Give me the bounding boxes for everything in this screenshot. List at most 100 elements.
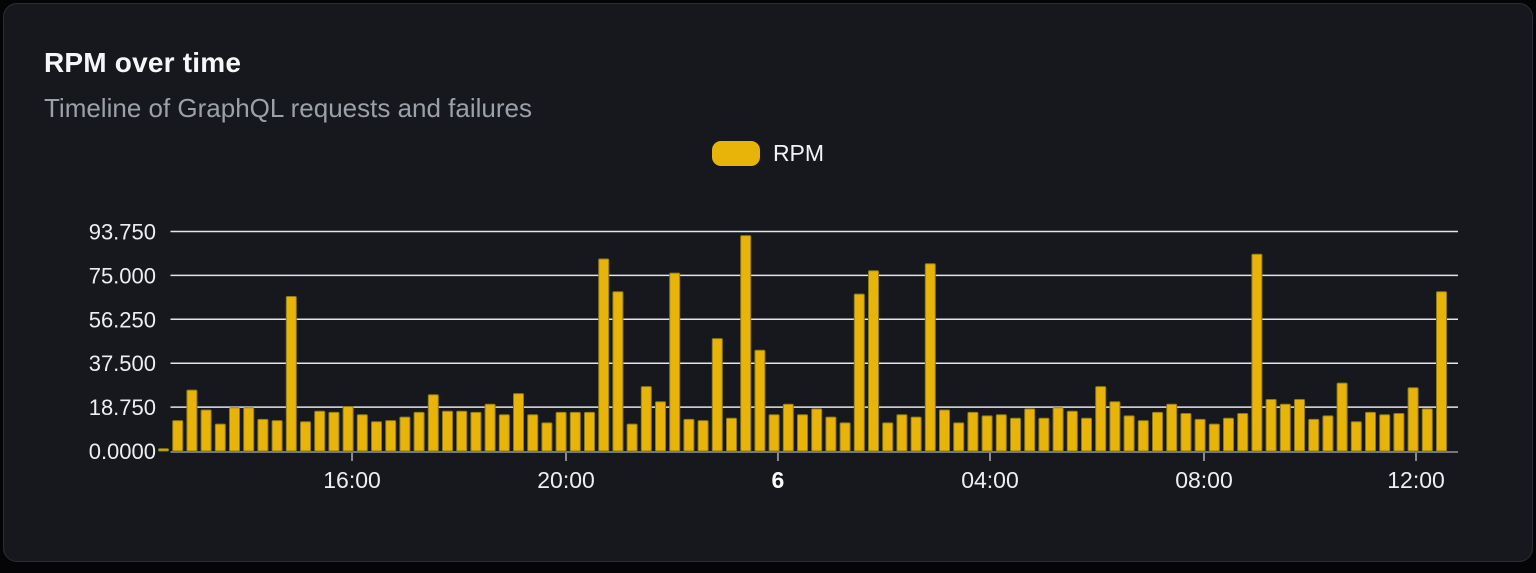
bar[interactable] bbox=[385, 420, 397, 452]
bar[interactable] bbox=[683, 418, 695, 452]
x-tick-label: 20:00 bbox=[537, 467, 595, 493]
bar[interactable] bbox=[1081, 417, 1092, 452]
bar[interactable] bbox=[555, 411, 567, 452]
bar[interactable] bbox=[371, 421, 382, 452]
bar[interactable] bbox=[1052, 407, 1064, 452]
bar[interactable] bbox=[172, 420, 184, 452]
bar[interactable] bbox=[1010, 417, 1021, 452]
bar[interactable] bbox=[598, 258, 610, 452]
chart-title: RPM over time bbox=[44, 47, 242, 78]
bar[interactable] bbox=[754, 349, 766, 452]
bar[interactable] bbox=[1152, 411, 1163, 452]
bar[interactable] bbox=[910, 416, 922, 452]
bar[interactable] bbox=[640, 386, 652, 452]
bar[interactable] bbox=[1308, 418, 1320, 452]
bar[interactable] bbox=[612, 291, 624, 452]
bar[interactable] bbox=[853, 293, 865, 452]
bar[interactable] bbox=[711, 338, 723, 452]
bar[interactable] bbox=[300, 421, 311, 452]
legend: RPM bbox=[4, 140, 1532, 166]
bar[interactable] bbox=[839, 422, 851, 452]
bar[interactable] bbox=[768, 414, 780, 452]
bar[interactable] bbox=[328, 411, 340, 452]
bar[interactable] bbox=[427, 394, 439, 452]
bar[interactable] bbox=[1379, 414, 1391, 452]
bar[interactable] bbox=[1223, 417, 1234, 452]
bar[interactable] bbox=[825, 416, 837, 452]
bar[interactable] bbox=[498, 414, 510, 452]
bar[interactable] bbox=[726, 417, 737, 452]
bar[interactable] bbox=[513, 393, 524, 452]
bar[interactable] bbox=[811, 408, 823, 452]
chart-subtitle: Timeline of GraphQL requests and failure… bbox=[44, 93, 532, 123]
bar[interactable] bbox=[399, 416, 411, 452]
bar[interactable] bbox=[669, 272, 681, 452]
bar[interactable] bbox=[882, 422, 894, 452]
bar[interactable] bbox=[158, 448, 169, 452]
bar[interactable] bbox=[1279, 403, 1291, 452]
bar[interactable] bbox=[569, 411, 581, 452]
y-tick-label: 56.250 bbox=[89, 307, 156, 332]
bar[interactable] bbox=[995, 414, 1007, 452]
bar[interactable] bbox=[1109, 401, 1121, 452]
bar[interactable] bbox=[953, 422, 965, 452]
bar[interactable] bbox=[1095, 386, 1107, 452]
bar[interactable] bbox=[1421, 408, 1433, 452]
bar[interactable] bbox=[924, 263, 936, 452]
bar[interactable] bbox=[1294, 399, 1305, 452]
bar[interactable] bbox=[1393, 413, 1405, 452]
bar[interactable] bbox=[868, 270, 879, 452]
bar[interactable] bbox=[413, 411, 425, 452]
bar[interactable] bbox=[797, 414, 808, 452]
bar[interactable] bbox=[981, 415, 993, 452]
bar[interactable] bbox=[200, 409, 212, 452]
bar[interactable] bbox=[1251, 253, 1263, 452]
bar[interactable] bbox=[1208, 423, 1220, 452]
bar[interactable] bbox=[1166, 403, 1178, 452]
bar[interactable] bbox=[484, 403, 496, 452]
bar[interactable] bbox=[285, 296, 297, 452]
bar[interactable] bbox=[1123, 415, 1135, 452]
bar[interactable] bbox=[740, 235, 752, 452]
bar[interactable] bbox=[782, 403, 794, 452]
legend-label[interactable]: RPM bbox=[772, 139, 825, 166]
x-tick-label: 12:00 bbox=[1387, 467, 1445, 493]
bar[interactable] bbox=[626, 423, 638, 452]
bar[interactable] bbox=[186, 389, 198, 452]
bar[interactable] bbox=[1024, 408, 1036, 452]
bar[interactable] bbox=[243, 407, 255, 452]
bar[interactable] bbox=[1066, 410, 1078, 452]
bar[interactable] bbox=[214, 423, 226, 452]
bar[interactable] bbox=[229, 407, 240, 452]
bar[interactable] bbox=[1265, 399, 1277, 452]
bar[interactable] bbox=[527, 414, 539, 452]
bar[interactable] bbox=[1237, 413, 1249, 452]
bar[interactable] bbox=[896, 414, 908, 452]
bar[interactable] bbox=[1180, 413, 1192, 452]
bar[interactable] bbox=[584, 411, 595, 452]
bar[interactable] bbox=[456, 410, 468, 452]
bar[interactable] bbox=[257, 418, 269, 452]
bar[interactable] bbox=[655, 401, 666, 452]
bar[interactable] bbox=[1322, 415, 1334, 452]
bar[interactable] bbox=[1336, 382, 1348, 452]
bar[interactable] bbox=[442, 410, 453, 452]
bar[interactable] bbox=[342, 406, 354, 452]
bar[interactable] bbox=[541, 422, 553, 452]
bar[interactable] bbox=[1194, 418, 1206, 452]
bar[interactable] bbox=[470, 411, 482, 452]
legend-swatch-icon[interactable] bbox=[711, 140, 760, 166]
bar[interactable] bbox=[1365, 411, 1376, 452]
bar[interactable] bbox=[697, 420, 709, 452]
bar[interactable] bbox=[1436, 291, 1447, 452]
bar[interactable] bbox=[967, 411, 979, 452]
bar[interactable] bbox=[939, 409, 950, 452]
bar[interactable] bbox=[1137, 420, 1149, 452]
bar[interactable] bbox=[356, 414, 368, 452]
bar[interactable] bbox=[271, 420, 283, 452]
bar[interactable] bbox=[1350, 421, 1362, 452]
bar[interactable] bbox=[314, 410, 326, 452]
bar[interactable] bbox=[1038, 417, 1050, 452]
bar[interactable] bbox=[1407, 387, 1419, 452]
